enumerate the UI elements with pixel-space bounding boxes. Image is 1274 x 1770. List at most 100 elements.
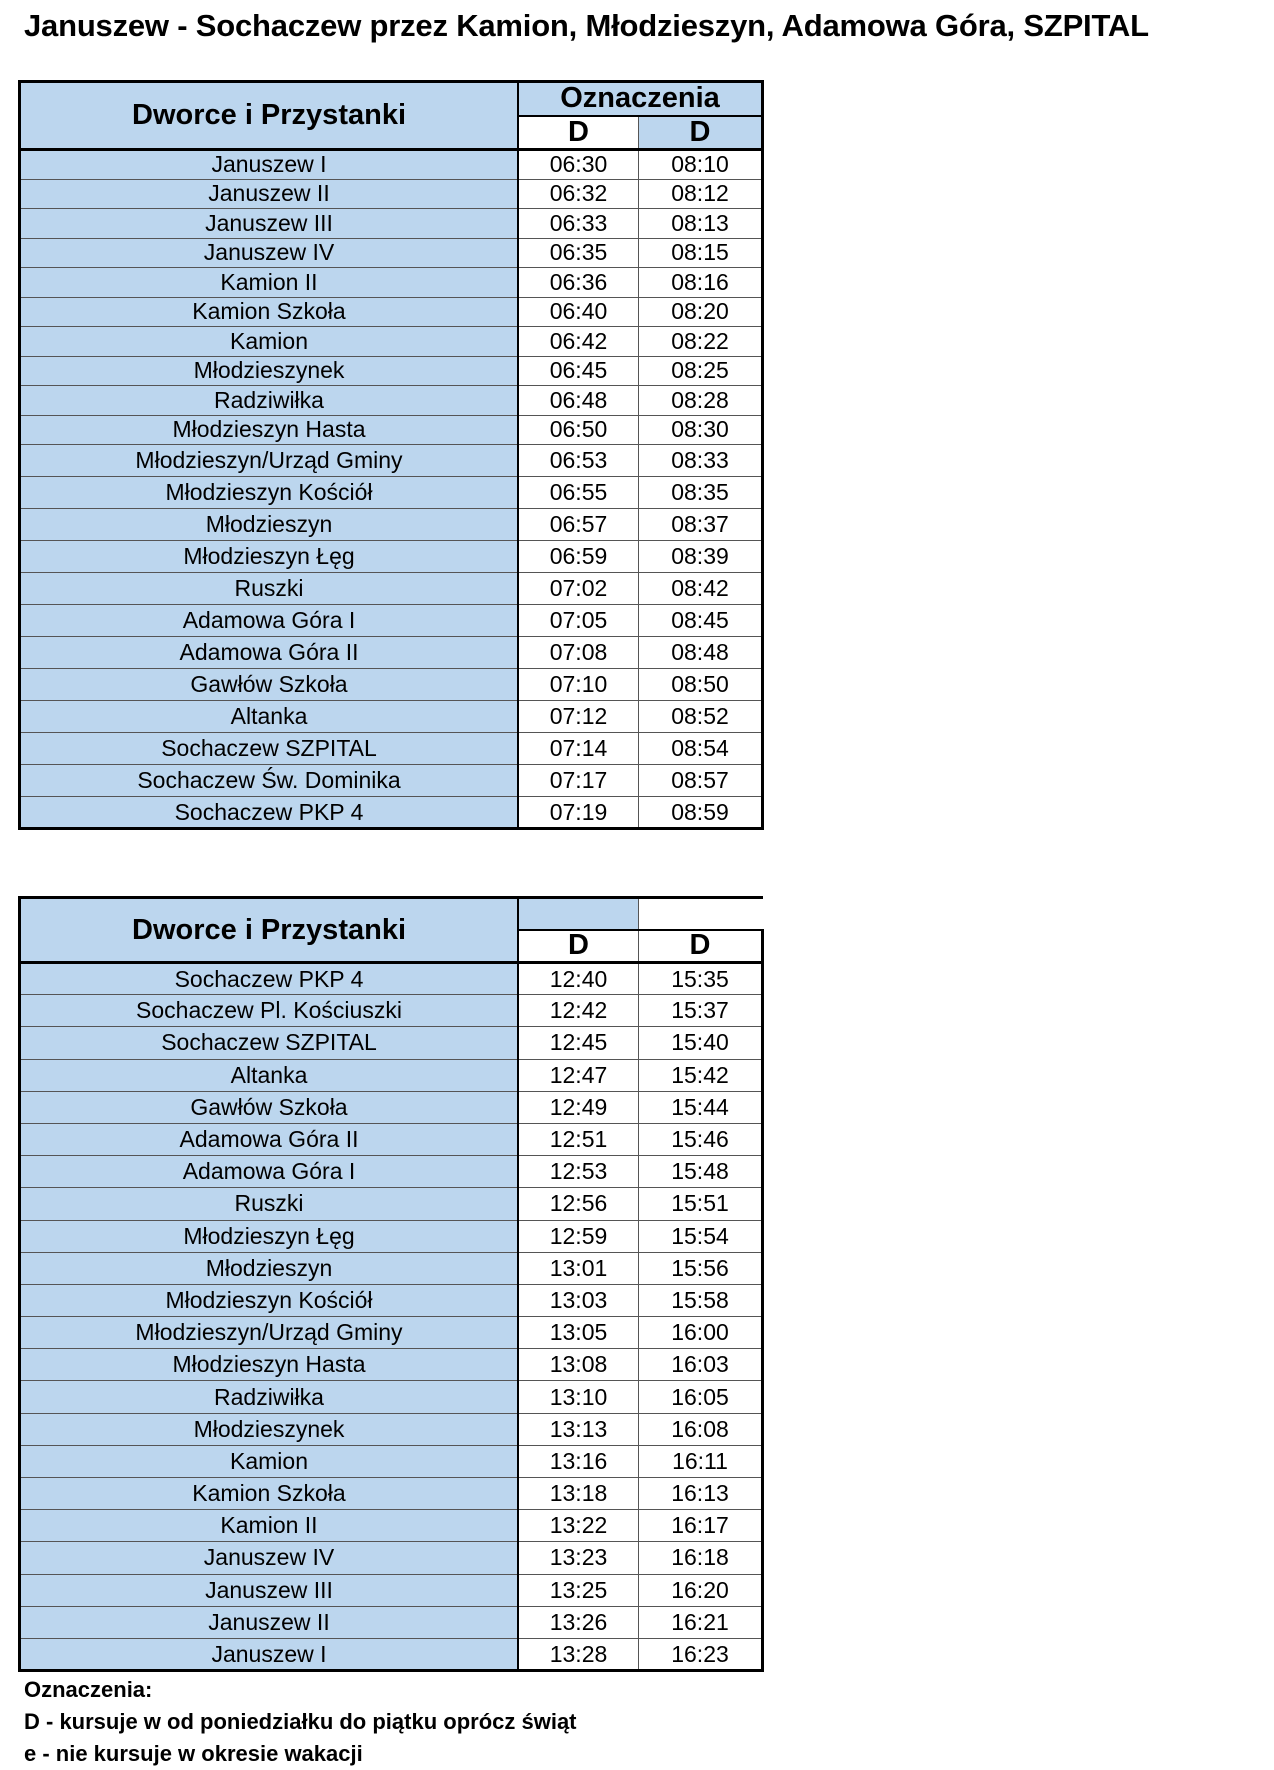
departure-time: 06:57 [517,508,639,541]
stop-name: Altanka [19,700,519,733]
departure-time: 07:17 [517,764,639,797]
table-row: Młodzieszyn Hasta 06:50 08:30 [19,414,763,445]
table-row: Młodzieszyn 06:57 08:37 [19,508,763,541]
departure-time: 07:08 [517,636,639,669]
departure-time: 12:45 [517,1026,639,1060]
departure-time: 08:45 [638,604,763,637]
page-title: Januszew - Sochaczew przez Kamion, Młodz… [24,8,1149,43]
table-row: Młodzieszyn/Urząd Gminy 13:05 16:00 [19,1316,764,1350]
departure-time: 08:37 [638,508,763,541]
table-row: Januszew IV 13:23 16:18 [19,1541,764,1575]
stop-name: Radziwiłka [19,1380,519,1414]
departure-time: 12:49 [517,1090,639,1124]
departure-time: 13:23 [517,1541,639,1575]
departure-time: 06:30 [517,149,639,180]
departure-time: 13:28 [517,1637,639,1673]
table-row: Adamowa Góra I 07:05 08:45 [19,604,763,637]
table-row: Kamion 06:42 08:22 [19,326,763,357]
stop-name: Młodzieszyn/Urząd Gminy [19,1316,519,1350]
header-group: Oznaczenia [517,81,763,117]
departure-time: 08:30 [638,414,763,445]
stop-name: Sochaczew SZPITAL [19,732,519,765]
table-row: Sochaczew SZPITAL 12:45 15:40 [19,1026,764,1060]
table-row: Kamion II 13:22 16:17 [19,1509,764,1543]
departure-time: 08:48 [638,636,763,669]
stop-name: Ruszki [19,572,519,605]
stop-name: Kamion [19,326,519,357]
departure-time: 13:01 [517,1251,639,1285]
table-row: Młodzieszyn Kościół 06:55 08:35 [19,476,763,509]
stop-name: Młodzieszyn [19,1251,519,1285]
header-stops: Dworce i Przystanki [19,81,519,151]
departure-time: 16:00 [638,1316,764,1350]
table-row: Gawłów Szkoła 12:49 15:44 [19,1090,764,1124]
table-row: Januszew I 06:30 08:10 [19,149,763,180]
stop-name: Adamowa Góra II [19,636,519,669]
departure-time: 06:55 [517,476,639,509]
departure-time: 08:54 [638,732,763,765]
stop-name: Radziwiłka [19,385,519,416]
stop-name: Sochaczew Pl. Kościuszki [19,994,519,1028]
departure-time: 08:16 [638,267,763,298]
header-column: D [638,115,763,151]
table-row: Młodzieszyn 13:01 15:56 [19,1251,764,1285]
header-stops: Dworce i Przystanki [19,896,519,964]
departure-time: 08:10 [638,149,763,180]
departure-time: 12:47 [517,1058,639,1092]
departure-time: 08:15 [638,237,763,268]
departure-time: 16:18 [638,1541,764,1575]
legend-item: D - kursuje w od poniedziałku do piątku … [24,1709,577,1734]
departure-time: 16:20 [638,1573,764,1607]
stop-name: Młodzieszyn Kościół [19,476,519,509]
table-row: Radziwiłka 13:10 16:05 [19,1380,764,1414]
stop-name: Młodzieszyn [19,508,519,541]
table-row: Januszew III 06:33 08:13 [19,208,763,239]
departure-time: 06:35 [517,237,639,268]
departure-time: 15:58 [638,1283,764,1318]
departure-time: 16:08 [638,1412,764,1446]
stop-name: Sochaczew PKP 4 [19,961,519,996]
departure-time: 13:22 [517,1509,639,1543]
stop-name: Kamion II [19,267,519,298]
departure-time: 16:13 [638,1476,764,1511]
departure-time: 07:14 [517,732,639,765]
departure-time: 08:28 [638,385,763,416]
departure-time: 07:12 [517,700,639,733]
table-row: Radziwiłka 06:48 08:28 [19,385,763,416]
stop-name: Sochaczew PKP 4 [19,796,519,830]
stop-name: Młodzieszyn/Urząd Gminy [19,444,519,477]
stop-name: Młodzieszynek [19,1412,519,1446]
table-row: Kamion 13:16 16:11 [19,1444,764,1479]
departure-time: 08:52 [638,700,763,733]
departure-time: 12:59 [517,1219,639,1253]
header-empty-cell [638,896,763,931]
header-empty-cell [517,896,639,931]
stop-name: Młodzieszyn Hasta [19,1348,519,1382]
stop-name: Kamion II [19,1509,519,1543]
departure-time: 06:42 [517,326,639,357]
departure-time: 15:56 [638,1251,764,1285]
table-row: Sochaczew Św. Dominika 07:17 08:57 [19,764,763,797]
timetable-outbound: Dworce i Przystanki Oznaczenia D D Janus… [18,80,764,830]
departure-time: 06:40 [517,296,639,327]
table-row: Młodzieszynek 06:45 08:25 [19,355,763,386]
stop-name: Adamowa Góra I [19,604,519,637]
table-row: Januszew I 13:28 16:23 [19,1637,764,1673]
table-row: Kamion II 06:36 08:16 [19,267,763,298]
departure-time: 13:26 [517,1605,639,1639]
legend-item: e - nie kursuje w okresie wakacji [24,1741,363,1766]
table-row: Adamowa Góra II 12:51 15:46 [19,1122,764,1157]
table-row: Januszew II 13:26 16:21 [19,1605,764,1639]
departure-time: 16:17 [638,1509,764,1543]
table-row: Altanka 07:12 08:52 [19,700,763,733]
table-row: Kamion Szkoła 06:40 08:20 [19,296,763,327]
departure-time: 07:02 [517,572,639,605]
header-column: D [517,929,639,964]
departure-time: 08:35 [638,476,763,509]
departure-time: 08:57 [638,764,763,797]
legend-title: Oznaczenia: [24,1677,153,1702]
table-row: Kamion Szkoła 13:18 16:13 [19,1476,764,1511]
stop-name: Gawłów Szkoła [19,1090,519,1124]
departure-time: 08:39 [638,540,763,573]
departure-time: 08:12 [638,178,763,209]
